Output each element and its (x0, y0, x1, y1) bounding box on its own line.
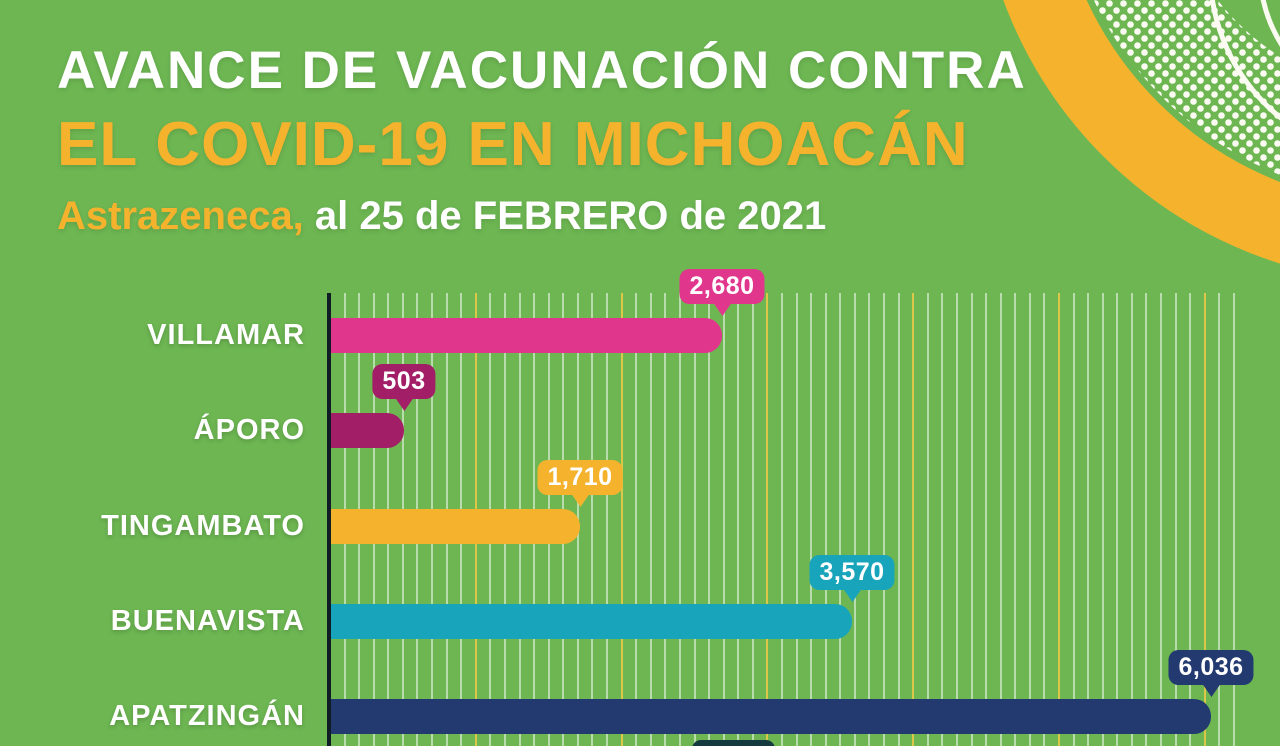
gridline-minor (956, 293, 958, 746)
gridline-minor (781, 293, 783, 746)
gridline-minor (664, 293, 666, 746)
gridline-major (1058, 293, 1060, 746)
value-label: 503 (382, 367, 426, 395)
badge-pointer-icon (395, 398, 413, 411)
gridline-minor (883, 293, 885, 746)
badge-pointer-icon (571, 494, 589, 507)
gridline-major (621, 293, 623, 746)
value-label: 1,710 (547, 463, 613, 491)
gridline-minor (650, 293, 652, 746)
gridline-minor (737, 293, 739, 746)
gridline-minor (1102, 293, 1104, 746)
category-label: ÁPORO (193, 414, 305, 446)
subtitle-brand: Astrazeneca, (57, 194, 304, 238)
category-label: BUENAVISTA (110, 605, 305, 637)
category-label: VILLAMAR (147, 319, 305, 351)
y-axis-line (327, 293, 331, 746)
gridline-minor (708, 293, 710, 746)
category-label: TINGAMBATO (101, 510, 305, 542)
bar (331, 509, 580, 544)
value-label: 6,036 (1178, 653, 1244, 681)
gridline-minor (985, 293, 987, 746)
gridline-minor (1233, 293, 1235, 746)
value-badge: 6,036 (1168, 650, 1254, 697)
value-badge: 1,710 (537, 460, 623, 507)
gridline-minor (1014, 293, 1016, 746)
gridline-minor (796, 293, 798, 746)
category-label: APATZINGÁN (109, 700, 305, 732)
gridline-minor (971, 293, 973, 746)
gridline-minor (1160, 293, 1162, 746)
gridline-minor (1000, 293, 1002, 746)
subtitle: Astrazeneca, al 25 de FEBRERO de 2021 (57, 194, 1027, 239)
gridline-minor (1029, 293, 1031, 746)
gridline-minor (1175, 293, 1177, 746)
gridline-minor (854, 293, 856, 746)
gridline-major (1204, 293, 1206, 746)
value-badge: 2,680 (679, 269, 765, 316)
header: AVANCE DE VACUNACIÓN CONTRA EL COVID-19 … (57, 40, 1027, 239)
gridline-minor (752, 293, 754, 746)
gridline-minor (839, 293, 841, 746)
gridline-minor (927, 293, 929, 746)
gridline-minor (606, 293, 608, 746)
gridline-minor (1087, 293, 1089, 746)
gridline-minor (1073, 293, 1075, 746)
gridline-minor (723, 293, 725, 746)
gridline-minor (810, 293, 812, 746)
value-badge: 3,570 (809, 555, 895, 602)
gridline-minor (679, 293, 681, 746)
value-label: 3,570 (819, 558, 885, 586)
badge-pointer-icon (843, 589, 861, 602)
value-badge: 503 (372, 364, 436, 411)
badge-pointer-icon (1202, 684, 1220, 697)
title-line-2: EL COVID-19 EN MICHOACÁN (57, 110, 969, 179)
gridline-major (766, 293, 768, 746)
bar (331, 318, 722, 353)
gridline-minor (1189, 293, 1191, 746)
gridline-minor (591, 293, 593, 746)
gridline-minor (898, 293, 900, 746)
gridline-minor (1116, 293, 1118, 746)
gridline-minor (635, 293, 637, 746)
gridline-minor (1218, 293, 1220, 746)
gridline-minor (1131, 293, 1133, 746)
bar (331, 604, 852, 639)
gridline-minor (868, 293, 870, 746)
gridline-minor (825, 293, 827, 746)
title-line-1: AVANCE DE VACUNACIÓN CONTRA (57, 41, 1027, 100)
bar (331, 699, 1211, 734)
subtitle-date: al 25 de FEBRERO de 2021 (303, 194, 827, 238)
value-label: 2,680 (689, 272, 755, 300)
gridline-minor (1043, 293, 1045, 746)
gridline-minor (941, 293, 943, 746)
gridline-minor (694, 293, 696, 746)
gridline-major (912, 293, 914, 746)
bar (331, 413, 404, 448)
cutoff-badge (692, 740, 775, 746)
badge-pointer-icon (713, 303, 731, 316)
gridline-minor (1145, 293, 1147, 746)
